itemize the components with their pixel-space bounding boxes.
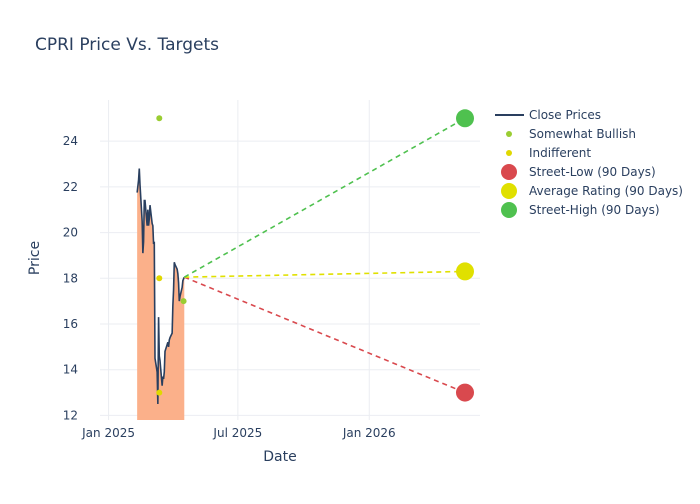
legend-label: Street-Low (90 Days): [529, 165, 656, 179]
chart-title: CPRI Price Vs. Targets: [35, 35, 219, 55]
rating-marker: [156, 115, 163, 122]
x-axis-label: Date: [263, 449, 296, 465]
legend-label: Close Prices: [529, 108, 601, 122]
y-tick-label: 18: [63, 271, 78, 285]
target-line: [184, 270, 466, 278]
y-axis-label: Price: [27, 241, 43, 275]
legend-swatch-circle: [501, 164, 517, 180]
close-price-area: [137, 168, 185, 420]
legend-label: Indifferent: [529, 146, 591, 160]
legend-label: Somewhat Bullish: [529, 127, 636, 141]
rating-marker: [156, 275, 163, 282]
series-lines: [136, 117, 466, 405]
legend-swatch-dot: [506, 131, 512, 137]
legend: Close Prices Somewhat Bullish Indifferent S…: [495, 108, 683, 218]
axis-ticks: 12 14 16 18 20 22 24 Jan 2025 Jul 2025 Jan 2026: [63, 134, 396, 440]
x-tick-label: Jan 2025: [81, 426, 135, 440]
y-tick-label: 22: [63, 180, 78, 194]
target-marker: [456, 262, 474, 281]
rating-marker: [180, 298, 187, 305]
y-tick-label: 16: [63, 317, 78, 331]
rating-marker: [156, 389, 163, 396]
y-tick-label: 24: [63, 134, 78, 148]
target-marker: [456, 383, 474, 402]
legend-swatch-circle: [501, 183, 517, 199]
grid: [100, 100, 480, 420]
series-markers: [156, 109, 474, 402]
legend-label: Street-High (90 Days): [529, 203, 660, 217]
x-tick-label: Jan 2026: [342, 426, 396, 440]
legend-swatch-dot: [506, 150, 512, 156]
target-line: [183, 117, 466, 278]
legend-swatch-circle: [501, 202, 517, 218]
y-tick-label: 14: [63, 363, 78, 377]
x-tick-label: Jul 2025: [212, 426, 262, 440]
target-marker: [456, 109, 474, 128]
y-tick-label: 12: [63, 408, 78, 422]
close-price-line: [136, 168, 186, 405]
y-tick-label: 20: [63, 226, 78, 240]
close-price-fill: [137, 168, 185, 420]
legend-label: Average Rating (90 Days): [529, 184, 683, 198]
target-line: [183, 276, 466, 394]
